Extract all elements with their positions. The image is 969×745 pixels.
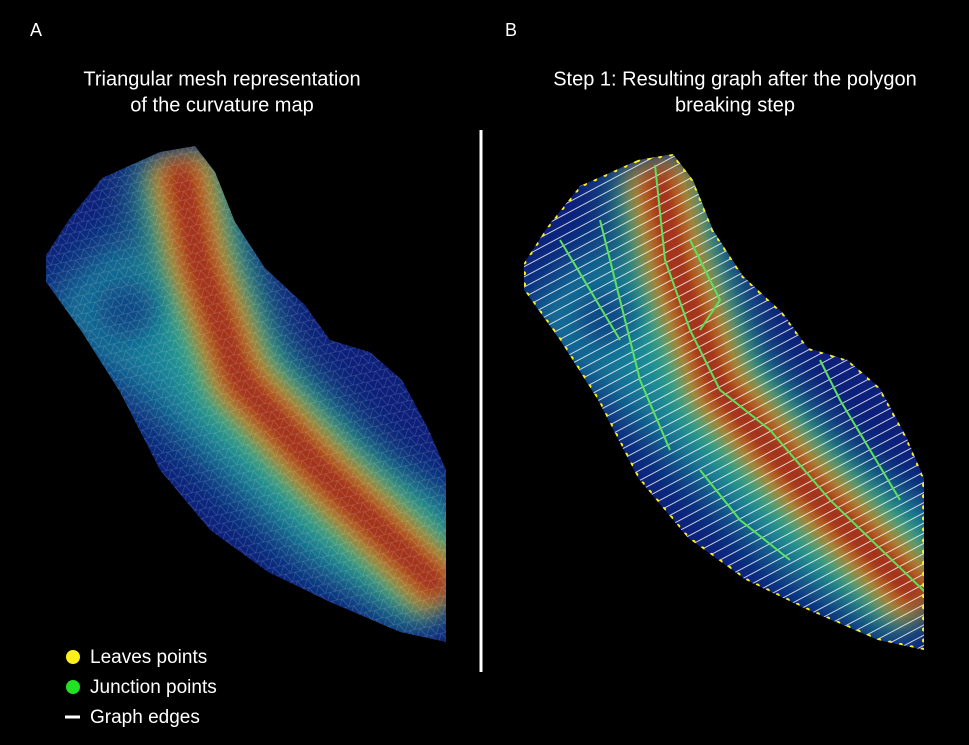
legend-label: Junction points (90, 677, 217, 698)
legend-label: Graph edges (90, 707, 200, 728)
legend: Leaves points Junction points Graph edge… (65, 647, 217, 728)
panel-title: of the curvature map (130, 94, 313, 116)
graph-view (470, 130, 940, 690)
legend-swatch (66, 650, 80, 664)
panel-title: Step 1: Resulting graph after the polygo… (553, 68, 917, 90)
panel-title: Triangular mesh representation (83, 68, 360, 90)
legend-swatch (66, 680, 80, 694)
legend-label: Leaves points (90, 647, 207, 668)
panel-label: B (505, 20, 517, 40)
figure: A Triangular mesh representation of the … (0, 0, 969, 745)
panel-label: A (30, 20, 42, 40)
curvature-mesh (0, 130, 470, 670)
panel-title: breaking step (675, 94, 795, 116)
